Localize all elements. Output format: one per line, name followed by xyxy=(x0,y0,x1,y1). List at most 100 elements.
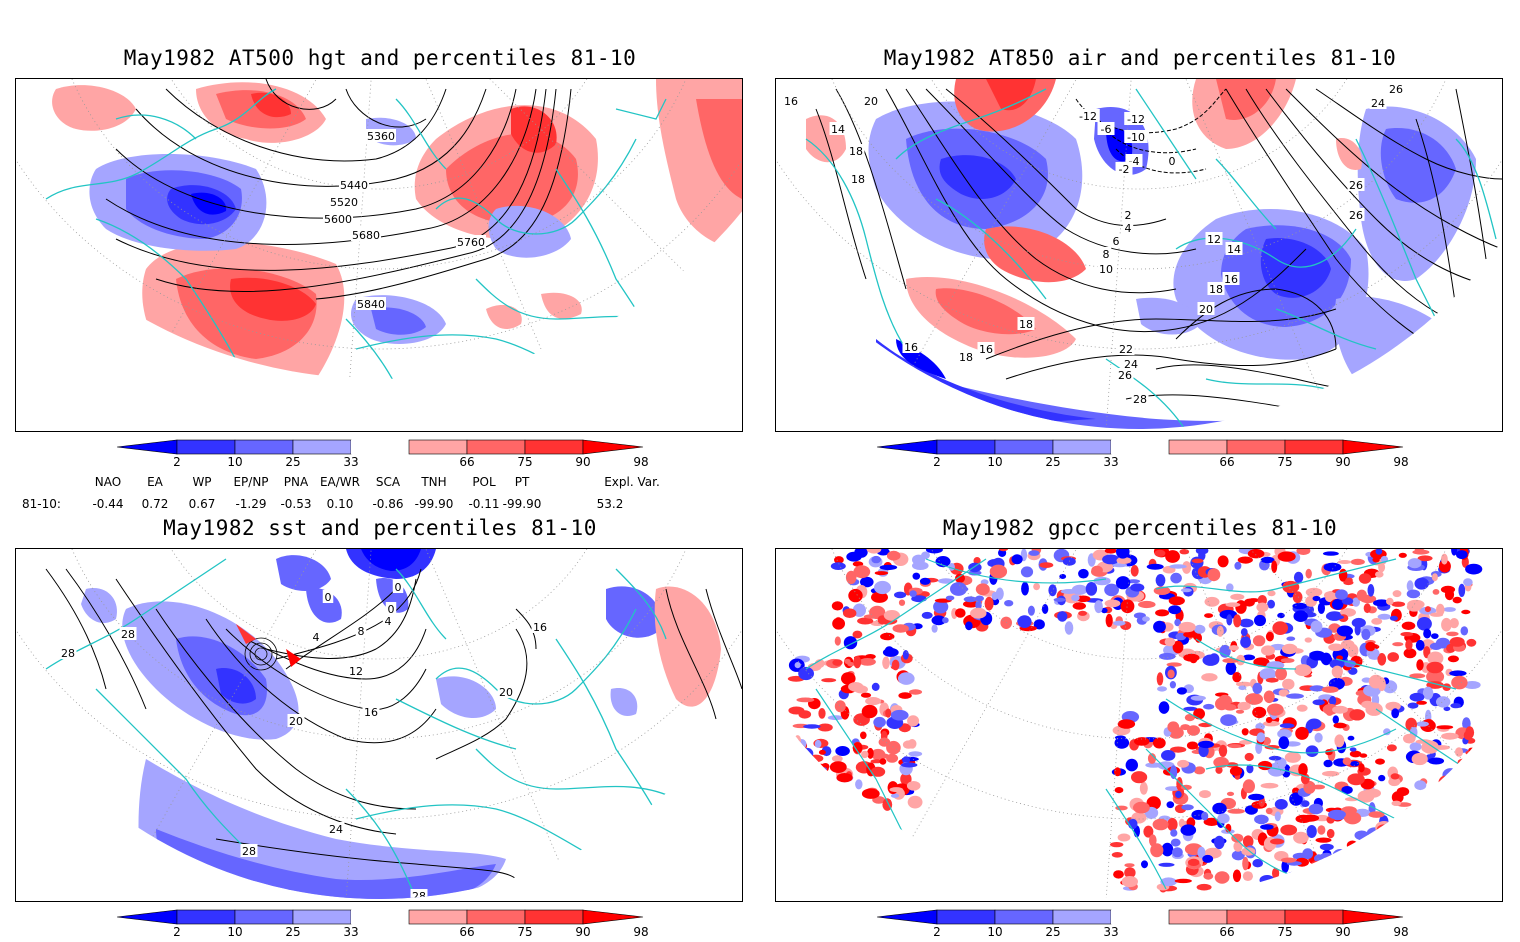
dry-percentile-cell xyxy=(1450,703,1461,709)
colorbar-tick-label: 10 xyxy=(227,455,243,469)
wet-percentile-cell xyxy=(1187,858,1200,866)
colorbar-tick-label: 10 xyxy=(987,455,1003,469)
wet-percentile-cell xyxy=(1426,661,1444,674)
dry-percentile-cell xyxy=(803,724,821,729)
wet-percentile-cell xyxy=(788,706,805,715)
colorbar-swatch xyxy=(1168,909,1228,925)
wet-percentile-cell xyxy=(1428,880,1435,885)
wet-percentile-cell xyxy=(1166,662,1182,667)
wet-percentile-cell xyxy=(1237,556,1253,564)
wet-percentile-cell xyxy=(829,788,845,795)
dry-percentile-cell xyxy=(1174,618,1181,627)
colorbar-swatch xyxy=(1111,910,1169,924)
contour-label-bg xyxy=(362,705,380,718)
dry-percentile-cell xyxy=(1355,866,1368,873)
wet-percentile-cell xyxy=(1410,844,1425,855)
dry-percentile-cell xyxy=(1209,653,1220,665)
dry-percentile-cell xyxy=(912,561,929,570)
dry-percentile-cell xyxy=(1127,579,1141,584)
dry-percentile-cell xyxy=(1194,624,1206,634)
wet-percentile-cell xyxy=(1203,817,1220,826)
wet-percentile-cell xyxy=(892,624,909,633)
contour-label-bg xyxy=(1100,247,1112,260)
wet-percentile-cell xyxy=(1143,825,1154,838)
wet-percentile-cell xyxy=(1325,708,1334,716)
dry-percentile-cell xyxy=(1239,618,1254,628)
wet-percentile-cell xyxy=(841,672,856,685)
wet-percentile-cell xyxy=(1242,871,1253,881)
colorbar-tick-label: 33 xyxy=(343,925,359,939)
colorbar-swatch xyxy=(1052,909,1112,925)
panel4-title: May1982 gpcc percentiles 81-10 xyxy=(942,516,1338,540)
wet-percentile-cell xyxy=(829,761,847,773)
colorbar-swatch xyxy=(176,909,236,925)
wet-percentile-cell xyxy=(836,773,853,783)
colorbar-tick-label: 66 xyxy=(1219,455,1235,469)
wet-percentile-cell xyxy=(1215,766,1223,774)
wet-percentile-cell xyxy=(1187,725,1200,736)
dry-percentile-cell xyxy=(945,595,955,601)
wet-percentile-cell xyxy=(1451,675,1468,690)
contour-label: 18 xyxy=(851,173,865,186)
index-value: 53.2 xyxy=(596,497,624,511)
dry-percentile-cell xyxy=(1170,838,1181,847)
wet-percentile-cell xyxy=(1363,603,1371,614)
dry-percentile-cell xyxy=(1226,583,1234,592)
wet-percentile-cell xyxy=(1227,808,1245,814)
wet-percentile-cell xyxy=(1379,861,1396,874)
colorbar-swatch xyxy=(408,439,468,455)
contour-label-bg xyxy=(497,685,515,698)
wet-percentile-cell xyxy=(1387,869,1397,877)
contour-label-bg xyxy=(392,580,404,593)
wet-percentile-cell xyxy=(1391,800,1402,806)
contour-label: -12 xyxy=(1079,110,1097,123)
contour-label-bg xyxy=(385,602,397,615)
dry-percentile-cell xyxy=(843,636,858,650)
contour-label: 5680 xyxy=(352,229,380,242)
colorbar-tick-label: 66 xyxy=(459,455,475,469)
dry-percentile-cell xyxy=(1027,605,1035,616)
wet-percentile-cell xyxy=(989,564,1008,579)
wet-percentile-cell xyxy=(834,700,846,713)
dry-percentile-cell xyxy=(1059,574,1067,579)
wet-percentile-cell xyxy=(1201,673,1218,682)
dry-percentile-cell xyxy=(1255,723,1265,731)
dry-percentile-cell xyxy=(1277,883,1289,894)
colorbar-swatch xyxy=(292,909,352,925)
wet-percentile-cell xyxy=(1124,863,1135,868)
contour-label-bg xyxy=(1076,109,1100,122)
dry-percentile-cell xyxy=(1274,811,1281,822)
wet-percentile-cell xyxy=(808,754,824,763)
dry-percentile-cell xyxy=(1115,576,1131,590)
dry-percentile-cell xyxy=(963,596,977,603)
wet-percentile-cell xyxy=(902,740,915,749)
contour-label-bg xyxy=(410,889,428,899)
wet-percentile-cell xyxy=(1393,848,1406,862)
wet-percentile-cell xyxy=(1441,617,1452,632)
dry-percentile-cell xyxy=(1183,706,1198,711)
dry-percentile-cell xyxy=(1057,611,1068,622)
dry-percentile-cell xyxy=(975,600,982,611)
wet-percentile-cell xyxy=(817,723,833,732)
wet-percentile-cell xyxy=(898,599,906,606)
wet-percentile-cell xyxy=(1284,751,1301,763)
dry-percentile-cell xyxy=(1170,572,1182,584)
dry-percentile-cell xyxy=(1423,628,1432,639)
contour-label: 5600 xyxy=(324,213,352,226)
wet-percentile-cell xyxy=(1191,558,1204,564)
colorbar-panel3: 2 10 25 33 66 75 90 98 xyxy=(116,908,649,942)
wet-percentile-cell xyxy=(799,771,806,777)
wet-percentile-cell xyxy=(1204,596,1220,607)
dry-percentile-cell xyxy=(1341,597,1354,605)
colorbar-tick-label: 33 xyxy=(343,455,359,469)
wet-percentile-cell xyxy=(1174,878,1192,884)
contour-label: -2 xyxy=(1119,163,1130,176)
colorbar-panel2: 2 10 25 33 66 75 90 98 xyxy=(876,438,1409,472)
dry-percentile-cell xyxy=(1406,580,1414,592)
panel4-precip-percentile-field xyxy=(787,549,1483,894)
contour-label-bg xyxy=(902,340,920,353)
dry-percentile-cell xyxy=(1407,558,1422,569)
contour-label-bg xyxy=(1369,96,1387,109)
dry-percentile-cell xyxy=(908,751,923,757)
wet-percentile-cell xyxy=(1394,853,1412,864)
